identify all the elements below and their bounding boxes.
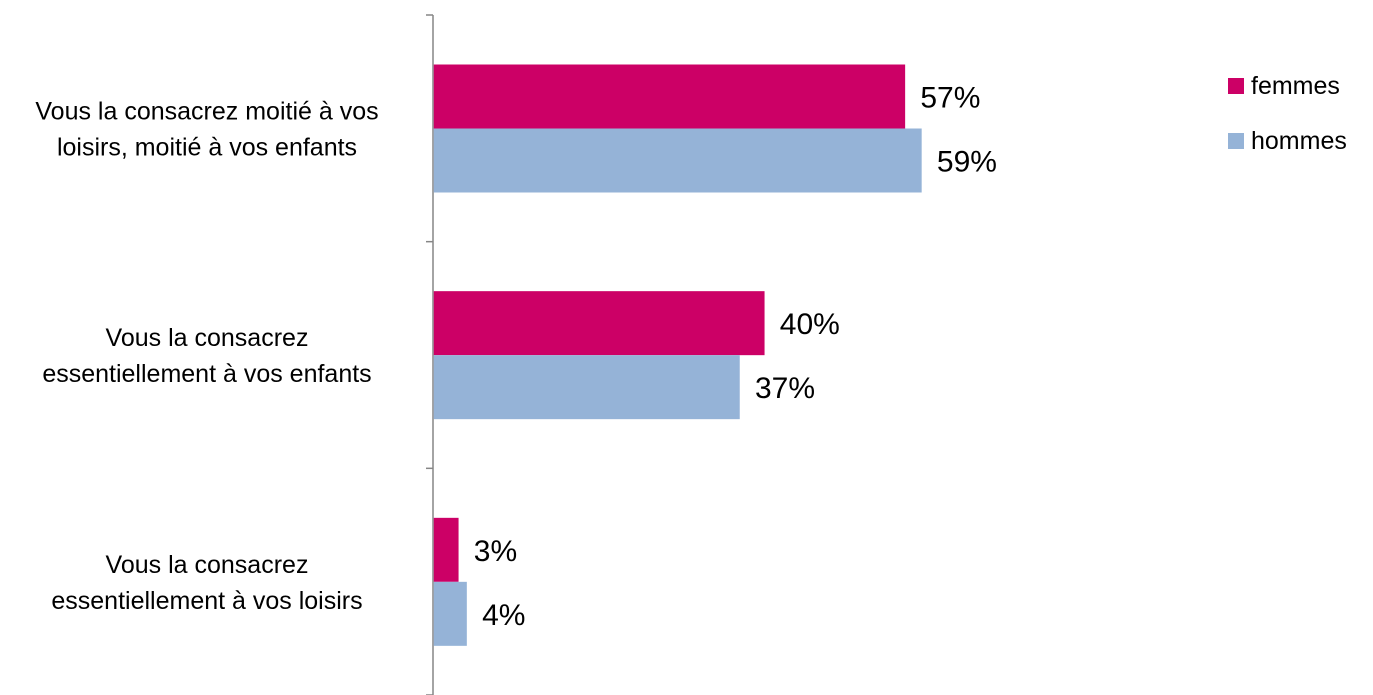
category-label: Vous la consacrez moitié à vos (35, 98, 378, 126)
bar-hommes-1 (433, 355, 740, 420)
legend-label-hommes: hommes (1251, 127, 1347, 155)
data-label-hommes-1: 37% (755, 372, 815, 405)
bar-femmes-0 (433, 64, 906, 129)
bar-hommes-2 (433, 581, 467, 646)
data-label-hommes-2: 4% (482, 599, 525, 632)
legend-swatch-femmes (1228, 78, 1244, 94)
category-label: Vous la consacrez (106, 551, 309, 579)
data-label-femmes-1: 40% (780, 308, 840, 341)
category-label: essentiellement à vos enfants (42, 360, 371, 388)
category-label: essentiellement à vos loisirs (51, 587, 362, 615)
data-label-femmes-0: 57% (920, 82, 980, 115)
category-label: loisirs, moitié à vos enfants (57, 134, 357, 162)
data-label-femmes-2: 3% (474, 535, 517, 568)
bar-hommes-0 (433, 128, 922, 193)
legend-label-femmes: femmes (1251, 72, 1340, 100)
bar-femmes-1 (433, 291, 765, 356)
category-label: Vous la consacrez (106, 324, 309, 352)
legend-swatch-hommes (1228, 133, 1244, 149)
bar-femmes-2 (433, 517, 459, 582)
data-label-hommes-0: 59% (937, 146, 997, 179)
